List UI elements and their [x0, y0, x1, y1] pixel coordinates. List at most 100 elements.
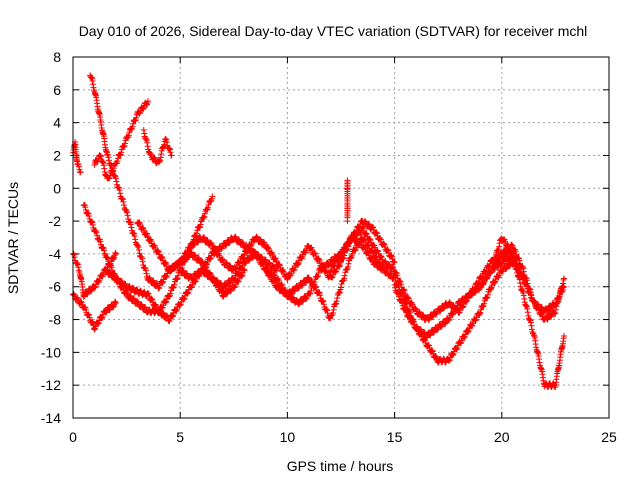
data-point: [89, 221, 96, 228]
data-point: [248, 241, 255, 248]
data-point: [126, 282, 133, 289]
data-point: [168, 267, 175, 274]
data-point: [103, 266, 110, 273]
data-point: [200, 234, 207, 241]
data-point: [155, 248, 162, 255]
plot-border: [72, 56, 610, 419]
data-point: [239, 262, 246, 269]
data-point: [111, 254, 118, 261]
data-point: [95, 279, 102, 286]
series-track-14: [391, 241, 567, 341]
data-point: [240, 252, 247, 259]
data-point: [139, 255, 146, 262]
data-point: [82, 207, 89, 214]
data-point: [255, 254, 262, 261]
data-point: [184, 290, 191, 297]
data-point: [272, 266, 279, 273]
data-point: [152, 244, 159, 251]
data-point: [78, 298, 85, 305]
data-point: [191, 242, 198, 249]
data-point: [166, 145, 173, 152]
data-point: [148, 238, 155, 245]
y-tick-label: 6: [53, 82, 61, 98]
data-point: [175, 272, 182, 279]
data-point: [269, 251, 276, 258]
data-point: [127, 221, 134, 228]
data-point: [145, 290, 152, 297]
y-tick-label: 0: [53, 180, 61, 196]
data-point: [191, 251, 198, 258]
data-point: [105, 154, 112, 161]
data-point: [194, 239, 201, 246]
data-point: [105, 175, 112, 182]
data-point: [115, 275, 122, 282]
data-point: [88, 218, 95, 225]
data-point: [176, 302, 183, 309]
data-point: [276, 262, 283, 269]
data-point: [173, 306, 180, 313]
series-track-3: [70, 290, 119, 333]
data-point: [77, 168, 84, 175]
x-tick-label: 10: [280, 429, 296, 445]
data-point: [75, 163, 82, 170]
data-point: [227, 262, 234, 269]
data-point: [97, 238, 104, 245]
data-point: [273, 257, 280, 264]
y-tick-label: -8: [49, 312, 62, 328]
data-point: [259, 259, 266, 266]
data-point: [116, 187, 123, 194]
data-point: [112, 298, 119, 305]
data-point: [207, 198, 214, 205]
data-point: [177, 301, 184, 308]
data-point: [189, 281, 196, 288]
data-point: [96, 277, 103, 284]
data-point: [168, 152, 175, 159]
y-axis-ticks: -14 -12 -10 -8 -6 -4 -2 0 2 4 6 8: [41, 49, 609, 426]
data-point: [216, 252, 223, 259]
data-point: [178, 298, 185, 305]
data-point: [528, 322, 535, 329]
data-point: [187, 245, 194, 252]
data-point: [123, 289, 130, 296]
data-point: [123, 206, 130, 213]
data-point: [208, 241, 215, 248]
data-point: [219, 255, 226, 262]
y-tick-label: 4: [53, 115, 61, 131]
data-point: [118, 149, 125, 156]
data-point: [112, 249, 119, 256]
data-point: [112, 250, 119, 257]
data-point: [207, 256, 214, 263]
data-point: [131, 233, 138, 240]
x-tick-label: 0: [69, 429, 77, 445]
data-point: [163, 274, 170, 281]
data-point: [94, 232, 101, 239]
data-point: [226, 239, 233, 246]
data-point: [244, 247, 251, 254]
data-point: [256, 256, 263, 263]
data-point: [92, 323, 99, 330]
data-point: [130, 230, 137, 237]
data-point: [210, 274, 217, 281]
data-point: [120, 202, 127, 209]
data-point: [100, 244, 107, 251]
x-axis-ticks: 0 5 10 15 20 25: [69, 57, 617, 445]
data-point: [135, 244, 142, 251]
data-point: [227, 288, 234, 295]
data-point: [110, 304, 117, 311]
data-point: [104, 151, 111, 158]
data-point: [223, 290, 230, 297]
data-point: [214, 277, 221, 284]
data-point: [121, 140, 128, 147]
data-point: [136, 110, 143, 117]
data-point: [200, 215, 207, 222]
data-point: [117, 152, 124, 159]
data-point: [167, 290, 174, 297]
data-point: [162, 299, 169, 306]
data-point: [124, 212, 131, 219]
data-point: [142, 267, 149, 274]
series-track-4: [87, 72, 248, 300]
data-point: [152, 301, 159, 308]
data-point: [272, 254, 279, 261]
data-point: [212, 246, 219, 253]
data-point: [101, 247, 108, 254]
